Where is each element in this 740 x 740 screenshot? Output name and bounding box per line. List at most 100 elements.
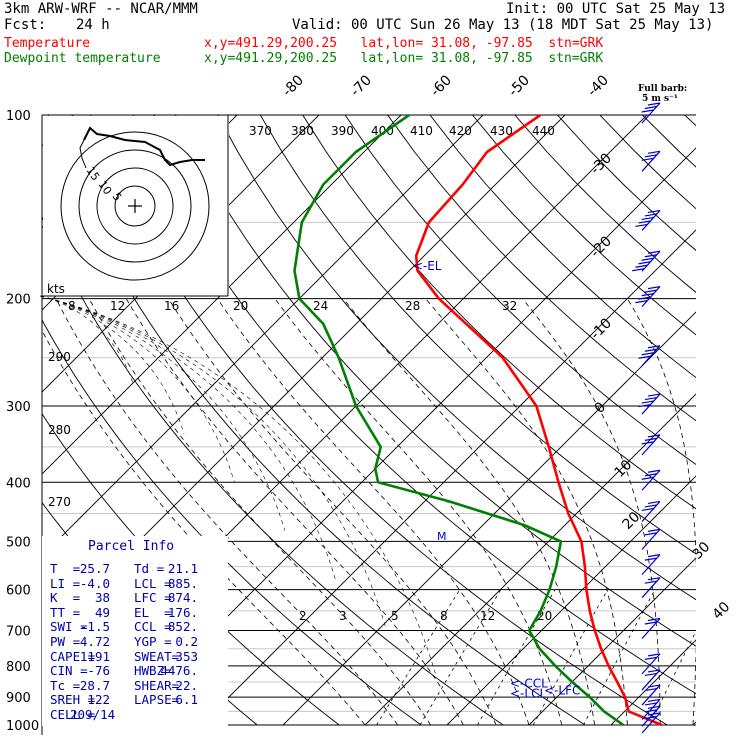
isotherm-label: -10 [588, 315, 615, 342]
parcel-info-cell: CELL = [50, 707, 96, 722]
moist-adiabat-line [522, 298, 661, 725]
moist-adiabat-line [42, 329, 366, 726]
wind-barb-flag [638, 220, 651, 224]
wind-barb-flag [647, 528, 661, 532]
parcel-info-cell: SWI = [50, 619, 88, 635]
isotherm-line [200, 229, 696, 726]
parcel-info-cell: 38 [94, 590, 110, 606]
hodograph-ring-label: 28 [405, 299, 420, 313]
parcel-info-cell: 0.2 [175, 634, 198, 649]
level-label-lcl: <-LCL [510, 687, 546, 701]
wind-barb [638, 345, 661, 367]
wind-barb-flag [647, 669, 661, 673]
parcel-info-cell: -1.5 [79, 619, 110, 635]
parcel-info-cell: T = [50, 561, 81, 576]
parcel-info-cell: LFC = [134, 590, 172, 606]
moist-adiabat-line [425, 298, 628, 726]
dry-adiabat-line [302, 115, 696, 510]
parcel-info-cell: 122 [87, 692, 110, 708]
parcel-info-cell: 852. [167, 619, 198, 635]
parcel-info-cell: 28.7 [79, 677, 110, 693]
mixing-ratio-label: 8 [440, 609, 448, 623]
theta-label: 370 [249, 124, 272, 138]
wind-barb-flag [647, 469, 661, 473]
isotherm-label: -40 [585, 72, 612, 99]
theta-side-label: 290 [48, 350, 71, 364]
dewpoint-profile [293, 115, 625, 727]
wind-barb-flag [644, 213, 657, 217]
wind-barb-flag [641, 157, 654, 161]
wind-barb-flag [644, 687, 657, 692]
wind-barb-staff [641, 393, 661, 415]
valid-time: Valid: 00 UTC Sun 26 May 13 (18 MDT Sat … [292, 17, 714, 33]
wind-barb [641, 712, 661, 734]
wind-barb-flag [647, 705, 661, 709]
wind-barb-staff [641, 345, 661, 367]
wind-barb-flag [647, 393, 661, 397]
parcel-info-cell: EL = [134, 604, 172, 620]
wind-barb-flag [638, 355, 651, 359]
wind-barb-flag [641, 441, 654, 445]
wind-barb-flag [638, 403, 651, 408]
isotherm-label: -80 [280, 72, 307, 99]
isotherm-line [282, 311, 696, 726]
hodograph-ring [39, 295, 134, 386]
mixing-ratio-label: 3 [339, 609, 347, 623]
level-label-el: <-EL [413, 259, 442, 273]
parcel-info-cell: 209/14 [70, 707, 116, 722]
theta-label: 410 [410, 124, 433, 138]
parcel-info-cell: CCL = [134, 619, 172, 635]
hodograph-ring [39, 295, 286, 531]
isotherm-line [42, 115, 484, 557]
hodograph-ring [39, 295, 437, 676]
parcel-info-title: Parcel Info [88, 539, 175, 554]
moist-adiabat-line [217, 298, 530, 726]
coastline [83, 126, 205, 167]
isotherm-label: -70 [348, 72, 375, 99]
dry-adiabat-line [259, 115, 696, 555]
mixing-ratio-label: 5 [391, 609, 399, 623]
parcel-info-cell: Td = [134, 561, 165, 576]
parcel-info-cell: 874. [167, 590, 198, 606]
wind-barb-flag [638, 261, 651, 265]
parcel-info-cell: HWBZ= [134, 663, 172, 679]
inset-ring [60, 131, 210, 281]
wind-barb-flag [635, 300, 648, 304]
hodograph-unit-label: kts [47, 282, 65, 296]
pressure-tick-label: 900 [6, 691, 31, 706]
wind-barb-flag [644, 557, 657, 561]
parcel-info-cell: SHEAR= [134, 677, 180, 693]
temperature-location: x,y=491.29,200.25 lat,lon= 31.08, -97.85… [204, 36, 604, 51]
wind-barb [641, 577, 661, 599]
dry-adiabat-line [387, 115, 696, 422]
mixing-ratio-line [376, 589, 461, 726]
parcel-info-cell: K = [50, 590, 81, 606]
wind-barb-flag [644, 437, 657, 441]
wind-barb-staff [641, 528, 661, 550]
wind-barb-flag [644, 289, 657, 293]
wind-barb-staff [641, 699, 661, 720]
parcel-info-cell: LCL = [134, 575, 172, 591]
wind-barb-flag [641, 400, 654, 404]
wind-barb-flag [641, 257, 654, 261]
wind-barb-flag [644, 254, 657, 258]
parcel-info-cell: 49 [94, 604, 110, 620]
hodograph-ring-label: 32 [502, 299, 517, 313]
parcel-info-cell: SREH = [50, 692, 96, 708]
wind-barb [641, 102, 661, 124]
pressure-tick-label: 600 [6, 584, 31, 599]
wind-barb-flag [647, 712, 661, 716]
dry-adiabat-line [429, 115, 696, 379]
wind-barb-staff [641, 501, 661, 522]
parcel-info-cell: -4.0 [79, 575, 110, 591]
pressure-tick-label: 400 [6, 476, 31, 491]
pressure-tick-label: 1000 [6, 719, 39, 734]
isotherm-line [692, 721, 696, 726]
wind-barb-staff [641, 618, 661, 639]
hodograph-ring [39, 295, 235, 483]
dry-adiabat-line [557, 115, 696, 251]
wind-barb-flag [647, 150, 661, 154]
wind-barb-staff [641, 669, 661, 691]
